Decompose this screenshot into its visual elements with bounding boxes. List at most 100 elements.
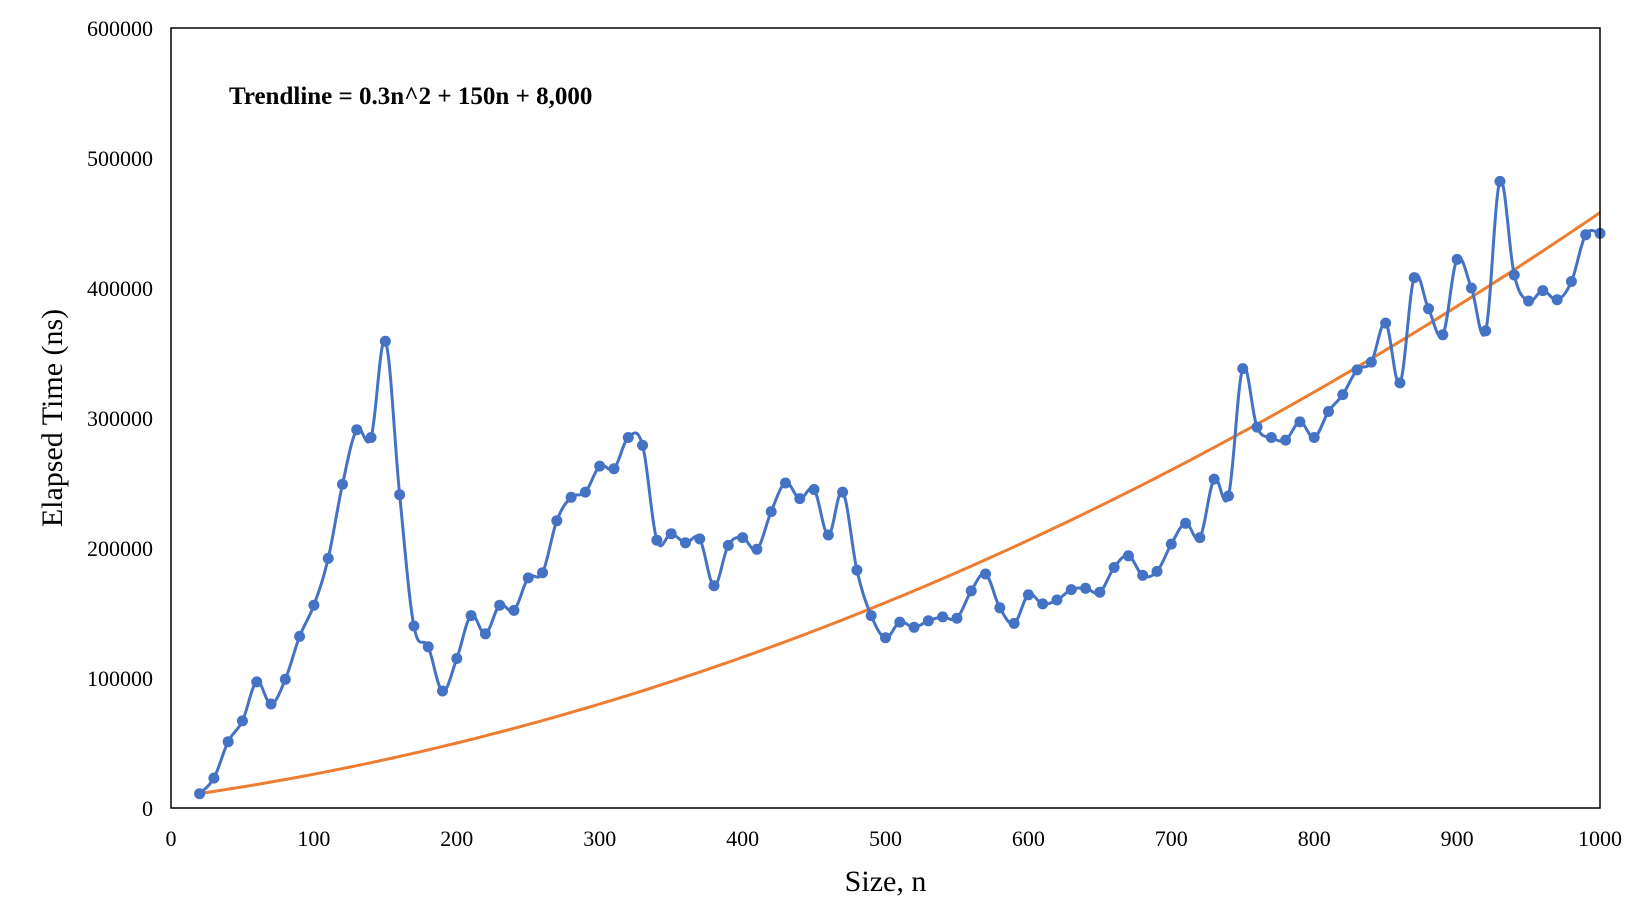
data-point-marker <box>1322 406 1334 417</box>
y-tick-label: 300000 <box>87 406 153 431</box>
trendline-equation-annotation: Trendline = 0.3n^2 + 150n + 8,000 <box>229 83 592 110</box>
data-point-marker <box>1265 432 1277 443</box>
data-point-marker <box>751 543 763 555</box>
x-tick-label: 300 <box>583 826 616 851</box>
data-point-marker <box>679 537 691 549</box>
data-point-marker <box>1065 584 1077 596</box>
y-tick-label: 600000 <box>87 16 153 41</box>
data-point-marker <box>865 610 877 622</box>
data-point-marker <box>579 486 591 498</box>
data-point-marker <box>1551 294 1563 306</box>
data-point-marker <box>394 489 406 501</box>
data-point-marker <box>794 493 806 505</box>
data-point-marker <box>365 432 377 443</box>
data-point-marker <box>1565 276 1577 287</box>
data-point-marker <box>1337 389 1349 401</box>
data-point-marker <box>1022 589 1034 601</box>
data-point-marker <box>1251 421 1263 433</box>
data-point-marker <box>1508 269 1520 281</box>
y-tick-label: 100000 <box>87 666 153 691</box>
data-point-marker <box>194 788 206 800</box>
y-tick-label: 500000 <box>87 146 153 171</box>
y-axis-title: Elapsed Time (ns) <box>36 309 69 527</box>
data-point-marker <box>637 439 649 451</box>
x-tick-label: 600 <box>1012 826 1045 851</box>
data-point-marker <box>1423 303 1435 315</box>
x-tick-label: 400 <box>726 826 759 851</box>
data-point-marker <box>808 484 820 495</box>
data-point-marker <box>1051 594 1063 606</box>
data-point-marker <box>1294 416 1306 428</box>
data-point-marker <box>1165 538 1177 550</box>
data-point-marker <box>1365 356 1377 368</box>
data-point-marker <box>937 611 949 623</box>
data-point-marker <box>1208 473 1220 485</box>
y-tick-label: 0 <box>142 796 153 821</box>
data-point-marker <box>1008 617 1020 629</box>
x-tick-label: 100 <box>297 826 330 851</box>
y-axis-ticks: 0 100000 200000 300000 400000 500000 600000 <box>87 16 153 821</box>
data-point-marker <box>1437 329 1449 341</box>
data-point-marker <box>1108 562 1120 573</box>
y-tick-label: 200000 <box>87 536 153 561</box>
data-point-marker <box>822 529 834 541</box>
data-point-marker <box>494 599 506 611</box>
data-point-marker <box>851 564 863 576</box>
data-point-marker <box>737 532 749 544</box>
data-point-marker <box>1122 550 1134 562</box>
data-point-marker <box>294 630 306 642</box>
data-point-marker <box>1451 253 1463 265</box>
x-tick-label: 0 <box>166 826 177 851</box>
x-tick-label: 900 <box>1441 826 1474 851</box>
data-point-marker <box>708 580 720 592</box>
data-point-marker <box>537 567 549 579</box>
data-point-marker <box>665 528 677 540</box>
data-point-marker <box>980 568 992 580</box>
data-point-marker <box>880 632 891 644</box>
x-tick-label: 800 <box>1298 826 1331 851</box>
data-point-marker <box>1480 325 1492 337</box>
data-point-marker <box>1180 517 1192 529</box>
data-point-marker <box>508 604 520 616</box>
data-point-marker <box>522 572 534 584</box>
data-point-marker <box>608 463 620 475</box>
data-point-marker <box>465 610 477 622</box>
data-point-marker <box>1408 272 1420 284</box>
data-point-marker <box>837 486 849 498</box>
measured-series-layer <box>194 175 1606 800</box>
data-point-marker <box>308 599 320 611</box>
data-point-marker <box>994 602 1006 614</box>
data-point-marker <box>1308 432 1320 443</box>
plot-area-border <box>170 27 1601 809</box>
data-point-marker <box>894 616 906 628</box>
data-point-marker <box>236 715 248 727</box>
data-point-marker <box>1037 598 1049 610</box>
data-point-marker <box>208 772 220 784</box>
data-point-marker <box>1494 175 1506 187</box>
data-point-marker <box>1222 490 1234 502</box>
data-point-marker <box>1351 364 1363 376</box>
y-tick-label: 400000 <box>87 276 153 301</box>
data-point-marker <box>322 552 334 564</box>
data-point-marker <box>622 432 634 443</box>
data-point-marker <box>1523 295 1535 307</box>
data-point-marker <box>965 585 977 597</box>
data-point-marker <box>1080 582 1092 594</box>
data-point-marker <box>908 621 920 633</box>
data-point-marker <box>265 698 277 710</box>
data-point-marker <box>651 534 663 546</box>
data-point-marker <box>422 641 434 653</box>
data-point-marker <box>922 615 934 627</box>
x-tick-label: 1000 <box>1578 826 1622 851</box>
data-point-marker <box>479 628 491 640</box>
data-point-marker <box>1094 586 1106 598</box>
data-point-marker <box>1237 363 1249 375</box>
data-point-marker <box>551 515 563 527</box>
data-point-marker <box>1380 317 1392 329</box>
data-point-marker <box>594 460 606 472</box>
data-point-marker <box>1465 282 1477 294</box>
data-point-marker <box>408 620 420 632</box>
